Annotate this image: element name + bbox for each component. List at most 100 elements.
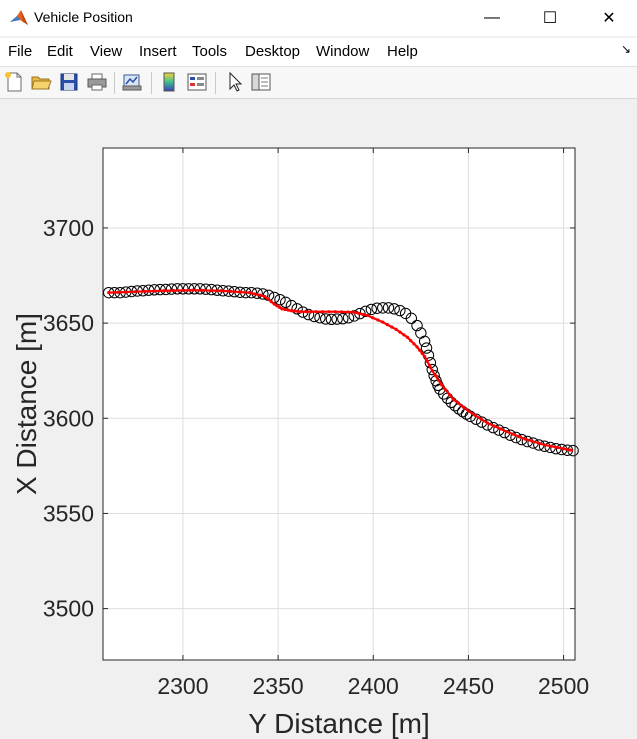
track-point [511, 432, 515, 436]
menu-view[interactable]: View [90, 43, 123, 60]
track-point [365, 313, 370, 318]
track-point [181, 288, 185, 292]
track-point [473, 413, 477, 417]
minimize-button[interactable]: — [484, 9, 500, 26]
track-point [561, 447, 566, 451]
y-tick-label: 3700 [43, 215, 94, 241]
track-point [153, 289, 157, 293]
save-icon[interactable] [58, 71, 80, 93]
grid-lines [103, 148, 575, 660]
insert-legend-icon[interactable] [186, 71, 208, 93]
track-point [376, 318, 380, 322]
toolbar-separator [151, 72, 152, 94]
track-point [371, 316, 375, 320]
track-point [162, 289, 166, 293]
track-point [116, 290, 120, 294]
position-marker [331, 313, 343, 325]
track-point [296, 309, 300, 313]
track-point [568, 448, 572, 452]
track-point [289, 309, 294, 313]
x-tick-label: 2500 [538, 673, 589, 699]
open-file-icon[interactable] [30, 71, 52, 93]
track-point [440, 383, 444, 387]
track-point [542, 443, 547, 447]
position-marker [418, 335, 431, 348]
track-point [555, 445, 560, 450]
title-bar: Vehicle Position — ☐ ✕ [0, 0, 637, 36]
position-marker [319, 313, 332, 325]
menu-help[interactable]: Help [387, 43, 418, 60]
property-inspector-icon[interactable] [250, 71, 272, 93]
position-marker [337, 313, 349, 325]
plot-area [103, 148, 575, 660]
toolbar-separator [114, 72, 115, 94]
menu-bar: File Edit View Insert Tools Desktop Wind… [0, 38, 637, 67]
position-marker [365, 303, 378, 316]
track-point [258, 293, 262, 297]
track-point [437, 378, 441, 382]
maximize-button[interactable]: ☐ [542, 10, 558, 27]
axis-ticks: 2300 2350 2400 2450 2500 3500 3550 3600 3650 3700 [43, 148, 589, 699]
track-point [229, 289, 233, 293]
track-point [402, 333, 406, 337]
menu-file[interactable]: File [8, 43, 33, 60]
track-point [346, 310, 350, 314]
position-marker [426, 363, 438, 376]
track-point [200, 288, 204, 292]
position-marker [177, 283, 189, 295]
track-point [420, 351, 424, 355]
close-button[interactable]: ✕ [602, 10, 616, 27]
dock-arrow-icon[interactable]: ↘ [620, 42, 631, 56]
menu-insert[interactable]: Insert [139, 43, 177, 60]
new-figure-icon[interactable] [3, 71, 25, 93]
track-point [321, 310, 325, 314]
track-point [415, 345, 419, 349]
position-marker [280, 296, 292, 309]
insert-colorbar-icon[interactable] [158, 71, 180, 93]
position-marker [420, 342, 433, 354]
edit-plot-arrow-icon[interactable] [224, 71, 246, 93]
track-point [412, 342, 416, 346]
position-marker [200, 283, 212, 295]
track-point [219, 289, 223, 293]
position-marker [171, 283, 183, 295]
track-point [190, 288, 195, 292]
track-point [293, 309, 297, 313]
track-point [327, 310, 331, 314]
track-point [398, 330, 402, 334]
figure-toolbar [0, 67, 637, 99]
track-point [357, 311, 361, 315]
x-tick-label: 2400 [348, 673, 399, 699]
track-point [492, 424, 496, 428]
x-tick-label: 2450 [443, 673, 494, 699]
track-point [247, 291, 252, 295]
menu-window[interactable]: Window [316, 43, 370, 60]
track-point [361, 312, 365, 317]
menu-tools[interactable]: Tools [192, 43, 228, 60]
track-point [565, 447, 569, 451]
plot-data [103, 283, 579, 457]
position-marker [371, 302, 383, 314]
menu-edit[interactable]: Edit [47, 43, 73, 60]
track-point [461, 405, 466, 409]
print-icon[interactable] [86, 71, 108, 93]
track-point [253, 292, 257, 296]
track-point [381, 320, 385, 324]
track-point [523, 437, 528, 441]
position-marker [194, 283, 206, 295]
menu-desktop[interactable]: Desktop [245, 43, 301, 60]
window-title: Vehicle Position [34, 9, 133, 25]
track-point [447, 393, 452, 397]
track-point [352, 310, 356, 314]
track-point [263, 294, 267, 299]
y-tick-label: 3550 [43, 500, 94, 526]
axes-box [102, 147, 576, 661]
y-tick-label: 3650 [43, 310, 94, 336]
position-marker [377, 302, 389, 314]
position-marker [188, 283, 201, 295]
track-point [423, 354, 427, 359]
link-plot-icon[interactable] [121, 71, 143, 93]
position-marker [428, 369, 440, 382]
track-point [409, 339, 413, 343]
track-point [269, 300, 273, 304]
